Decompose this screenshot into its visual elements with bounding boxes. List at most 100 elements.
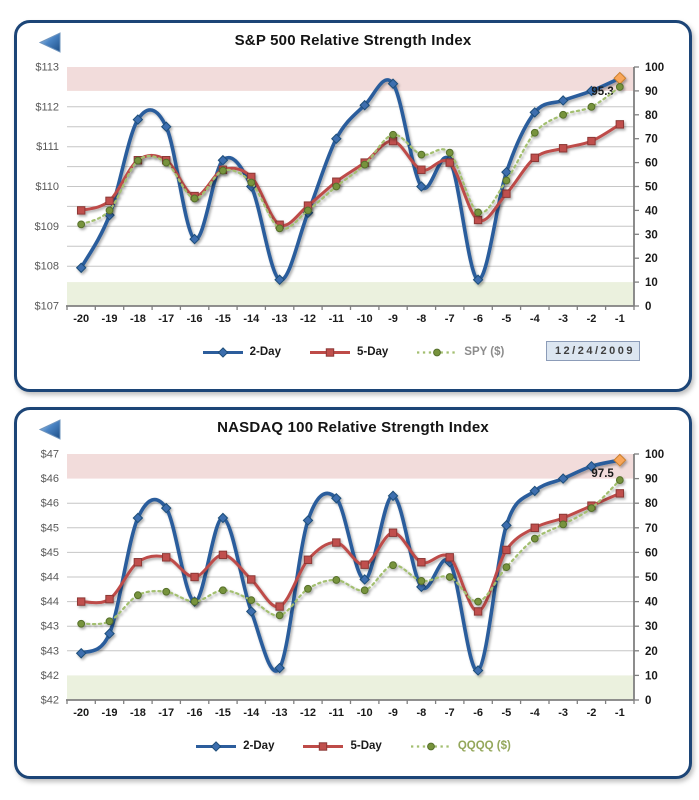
svg-text:30: 30 [645, 229, 658, 241]
svg-text:10: 10 [645, 670, 658, 682]
svg-text:100: 100 [645, 62, 664, 74]
svg-text:-12: -12 [300, 707, 316, 719]
legend-item-spy: SPY ($) [416, 346, 504, 359]
back-button[interactable] [37, 418, 63, 442]
svg-text:30: 30 [645, 621, 658, 633]
legend-item-qqqq: QQQQ ($) [410, 740, 511, 753]
legend-label-5-day: 5-Day [356, 346, 389, 358]
svg-text:-14: -14 [243, 707, 260, 719]
legend-label-2-day: 2-Day [249, 346, 281, 358]
svg-text:-15: -15 [215, 313, 231, 325]
svg-text:-3: -3 [558, 707, 568, 719]
svg-text:0: 0 [645, 695, 651, 707]
svg-text:-3: -3 [558, 313, 568, 325]
legend-label-spy: SPY ($) [464, 346, 505, 358]
svg-text:97.5: 97.5 [591, 468, 614, 480]
svg-text:-7: -7 [445, 313, 455, 325]
svg-text:-1: -1 [615, 313, 625, 325]
qqqq-swatch-icon [410, 742, 451, 750]
legend-label-5-day: 5-Day [350, 740, 382, 752]
svg-text:-18: -18 [130, 313, 146, 325]
svg-text:20: 20 [645, 253, 658, 265]
sp500-plot-area: $113$112$111$110$109$108$107100908070605… [35, 62, 665, 326]
legend-item-2-day: 2-Day [195, 740, 274, 753]
svg-text:-9: -9 [388, 313, 398, 325]
svg-text:50: 50 [645, 182, 658, 194]
svg-text:-5: -5 [502, 707, 512, 719]
back-button[interactable] [37, 31, 63, 55]
svg-text:50: 50 [645, 572, 658, 584]
svg-text:-15: -15 [215, 707, 231, 719]
svg-text:$44: $44 [41, 572, 59, 584]
svg-text:70: 70 [645, 134, 658, 146]
svg-text:-2: -2 [587, 313, 597, 325]
back-arrow-icon [38, 419, 61, 440]
svg-text:$42: $42 [41, 695, 59, 707]
svg-text:$45: $45 [41, 547, 59, 559]
legend-label-qqqq: QQQQ ($) [457, 740, 511, 752]
svg-text:-4: -4 [530, 313, 541, 325]
svg-text:20: 20 [645, 646, 658, 658]
chart-title-sp500: S&P 500 Relative Strength Index [234, 32, 472, 49]
svg-text:60: 60 [645, 547, 658, 559]
svg-text:-17: -17 [158, 707, 174, 719]
2-day-swatch-icon [196, 740, 237, 752]
svg-text:$46: $46 [41, 473, 59, 485]
svg-text:$111: $111 [36, 141, 59, 153]
svg-text:10: 10 [645, 277, 658, 289]
svg-text:$43: $43 [41, 645, 59, 657]
legend-label-2-day: 2-Day [243, 740, 275, 752]
svg-text:90: 90 [645, 474, 658, 486]
svg-text:-16: -16 [187, 313, 203, 325]
svg-text:-8: -8 [417, 707, 427, 719]
svg-text:-6: -6 [473, 313, 483, 325]
svg-text:100: 100 [645, 449, 664, 461]
svg-text:-19: -19 [102, 707, 118, 719]
svg-text:-14: -14 [243, 313, 260, 325]
svg-text:$44: $44 [41, 596, 59, 608]
svg-text:-4: -4 [530, 707, 541, 719]
svg-text:-8: -8 [417, 313, 427, 325]
svg-text:80: 80 [645, 110, 658, 122]
svg-text:90: 90 [645, 86, 658, 98]
svg-text:-1: -1 [615, 707, 625, 719]
svg-text:95.3: 95.3 [591, 86, 613, 98]
svg-text:$108: $108 [35, 261, 59, 273]
nasdaq-legend: 2-Day 5-Day QQQQ ($) [17, 735, 689, 757]
svg-text:$107: $107 [35, 301, 59, 313]
5-day-swatch-icon [303, 741, 344, 751]
date-box: 12/24/2009 [545, 341, 640, 361]
svg-text:-17: -17 [158, 313, 174, 325]
svg-text:-2: -2 [587, 707, 597, 719]
legend-item-5-day: 5-Day [309, 346, 388, 359]
svg-text:-12: -12 [300, 313, 316, 325]
svg-text:0: 0 [645, 301, 651, 313]
svg-text:-7: -7 [445, 707, 455, 719]
spy-swatch-icon [417, 348, 458, 356]
svg-text:-19: -19 [102, 313, 118, 325]
svg-text:40: 40 [645, 597, 658, 609]
svg-text:$112: $112 [35, 101, 59, 113]
svg-text:-20: -20 [73, 707, 89, 719]
svg-text:60: 60 [645, 158, 658, 170]
svg-text:-5: -5 [502, 313, 512, 325]
svg-text:-11: -11 [329, 313, 344, 325]
svg-text:-10: -10 [357, 707, 373, 719]
svg-text:-18: -18 [130, 707, 146, 719]
sp500-chart-panel: S&P 500 Relative Strength Index $113 $112… [14, 20, 692, 392]
2-day-swatch-icon [202, 346, 243, 358]
nasdaq-plot-area: $47$46$46$45$45$44$44$43$43$42$421009080… [41, 449, 665, 720]
svg-text:$110: $110 [35, 181, 59, 193]
svg-text:$109: $109 [35, 221, 59, 233]
chart-title-nasdaq: NASDAQ 100 Relative Strength Index [217, 419, 489, 436]
svg-text:40: 40 [645, 205, 658, 217]
5-day-swatch-icon [309, 347, 350, 357]
back-arrow-icon [38, 32, 61, 53]
legend-item-2-day: 2-Day [202, 346, 281, 359]
svg-text:-16: -16 [187, 707, 203, 719]
nasdaq-chart-panel: NASDAQ 100 Relative Strength Index $47 $4… [14, 407, 692, 779]
svg-text:-13: -13 [272, 313, 288, 325]
svg-text:$113: $113 [35, 62, 59, 74]
svg-text:$42: $42 [41, 670, 59, 682]
svg-text:-11: -11 [329, 707, 344, 719]
